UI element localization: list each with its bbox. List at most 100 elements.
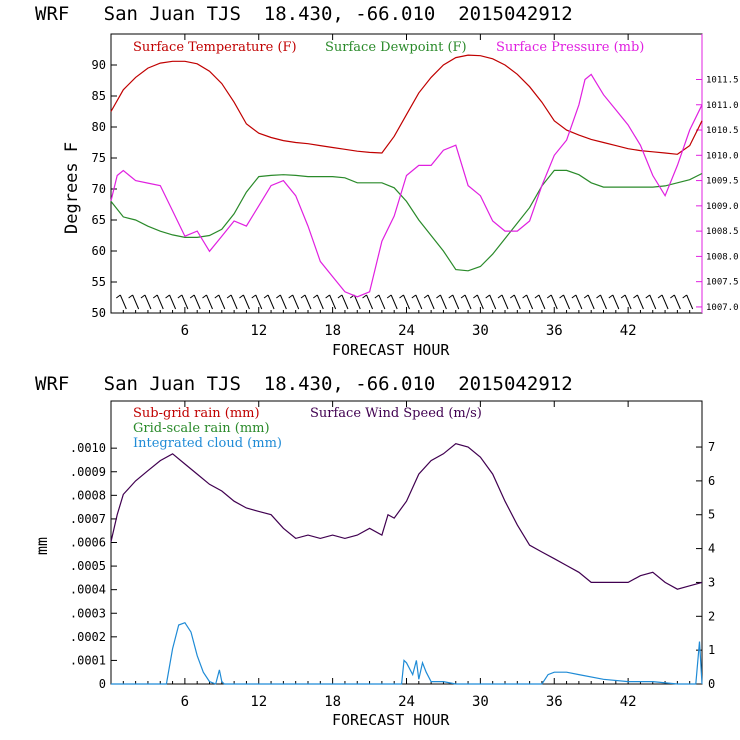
- wind-barb: [316, 294, 324, 310]
- wind-barb-flag: [645, 294, 651, 299]
- y-tick-label: 70: [92, 182, 106, 196]
- y2-tick-label: 2: [708, 609, 715, 623]
- wind-barb: [279, 294, 287, 310]
- x-tick-label: 12: [250, 694, 267, 710]
- wind-barb: [169, 294, 177, 310]
- y2-tick-label: 1010.5: [706, 126, 739, 136]
- wind-barb: [156, 294, 164, 310]
- wind-barb-flag: [485, 294, 490, 299]
- top-title: WRF San Juan TJS 18.430, -66.010 2015042…: [35, 3, 573, 25]
- wind-barb: [636, 294, 644, 310]
- wind-barb-flag: [276, 294, 281, 299]
- x-tick-label: 18: [324, 694, 341, 710]
- wind-barb-flag: [522, 294, 527, 299]
- y-tick-label: .0001: [70, 653, 106, 667]
- y-tick-label: .0010: [70, 441, 106, 455]
- wind-barb: [612, 294, 620, 310]
- x-tick-label: 6: [181, 323, 189, 339]
- wind-barb: [292, 294, 300, 310]
- bottom-x-label: FORECAST HOUR: [332, 711, 450, 729]
- wind-barb-flag: [362, 294, 367, 299]
- wind-barb-flag: [313, 294, 318, 299]
- y2-tick-label: 1008.5: [706, 227, 739, 237]
- y2-tick-label: 1009.0: [706, 202, 739, 212]
- wind-barb-flag: [251, 294, 257, 299]
- x-tick-label: 30: [472, 323, 489, 339]
- wind-barb-flag: [116, 294, 121, 299]
- wind-barb: [403, 294, 410, 310]
- wind-barb: [353, 294, 361, 310]
- wind-barb: [563, 294, 571, 310]
- y2-tick-label: 6: [708, 474, 715, 488]
- y-tick-label: .0004: [70, 583, 106, 597]
- wind-barb-flag: [497, 294, 503, 299]
- wind-barb: [255, 294, 263, 310]
- wind-barb: [575, 294, 583, 310]
- wind-barb: [206, 294, 213, 310]
- top-right-axis-ticks: 1007.0 1007.5 1008.0 1008.5 1009.0 1009.5 1010…: [696, 75, 739, 313]
- dewpoint-line: [110, 169, 703, 272]
- x-tick-label: 6: [181, 694, 189, 710]
- wind-barb: [242, 294, 250, 310]
- y-tick-label: .0006: [70, 536, 106, 550]
- top-left-axis: 50 55 60 65 70 75 80 85 90: [92, 58, 117, 320]
- bottom-left-axis: 0 .0001 .0002 .0003 .0004 .0005 .0006 .0007 .000…: [70, 441, 117, 691]
- y-tick-label: 75: [92, 151, 106, 165]
- wind-barb: [415, 294, 423, 310]
- wind-barb-flag: [633, 294, 638, 299]
- y2-tick-label: 1010.0: [706, 151, 739, 161]
- wind-barb-flag: [337, 294, 343, 299]
- x-tick-label: 36: [546, 323, 563, 339]
- top-panel: WRF San Juan TJS 18.430, -66.010 2015042…: [35, 3, 739, 359]
- y2-tick-label: 5: [708, 508, 715, 522]
- wind-barb-flag: [263, 294, 269, 299]
- wind-barb-flag: [214, 294, 220, 299]
- wind-barb-flag: [596, 294, 601, 299]
- wind-barb: [452, 294, 460, 310]
- top-plot-frame: [110, 33, 703, 314]
- wind-barb: [427, 294, 435, 310]
- y2-tick-label: 3: [708, 575, 715, 589]
- wind-barb: [464, 294, 472, 310]
- wind-barb-flag: [460, 294, 466, 299]
- wind-barb-flag: [300, 294, 306, 299]
- legend-subgrid-rain: Sub-grid rain (mm): [133, 406, 260, 421]
- wind-barb: [501, 294, 509, 310]
- bottom-x-axis: 6 12 18 24 30 36 42: [122, 401, 691, 710]
- y-tick-label: 85: [92, 89, 106, 103]
- top-x-axis: 6 12 18 24 30 36 42: [122, 34, 691, 339]
- bottom-panel: WRF San Juan TJS 18.430, -66.010 2015042…: [33, 373, 715, 729]
- wind-barb: [132, 294, 140, 310]
- wind-barb-flag: [202, 294, 207, 299]
- wind-barb-flag: [559, 294, 564, 299]
- wind-barb-flag: [682, 294, 687, 299]
- x-tick-label: 42: [620, 694, 637, 710]
- bottom-y-label: mm: [33, 537, 51, 555]
- wind-barb: [661, 294, 669, 310]
- bottom-series: [110, 443, 703, 685]
- wind-barb-flag: [325, 294, 330, 299]
- wind-barb: [390, 294, 398, 310]
- wind-barb-flag: [411, 294, 417, 299]
- wind-barb-flag: [239, 294, 244, 299]
- wind-barb: [193, 294, 201, 310]
- wind-barb-flag: [571, 294, 577, 299]
- wind-barb-flag: [423, 294, 429, 299]
- wind-barb-flag: [128, 294, 133, 299]
- wind-barb-flag: [608, 294, 614, 299]
- y-tick-label: .0009: [70, 465, 106, 479]
- wind-barb: [304, 294, 312, 310]
- x-tick-label: 18: [324, 323, 341, 339]
- integrated-cloud-line: [111, 621, 703, 685]
- temperature-line: [110, 54, 703, 155]
- bottom-right-axis: 0 1 2 3 4 5 6 7: [696, 440, 715, 691]
- wind-barb-flag: [657, 294, 663, 299]
- wind-barb-flag: [620, 294, 626, 299]
- wind-barb: [378, 294, 386, 310]
- wind-barb-flag: [374, 294, 380, 299]
- wind-barb-flag: [140, 294, 146, 299]
- y-tick-label: .0008: [70, 488, 106, 502]
- wind-barb: [230, 294, 238, 310]
- y-tick-label: 65: [92, 213, 106, 227]
